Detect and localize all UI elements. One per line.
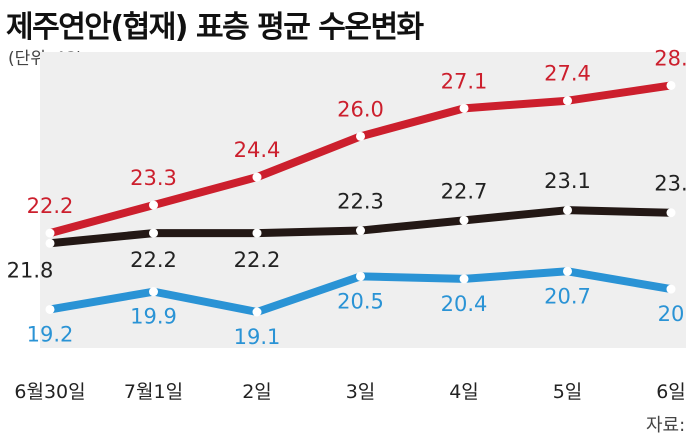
- data-label-blue: 20: [658, 302, 685, 326]
- data-label-red: 23.3: [130, 166, 177, 190]
- x-axis: 6월30일 7월1일 2일 3일 4일 5일 6일: [14, 381, 685, 403]
- x-tick-label: 4일: [449, 381, 479, 403]
- data-point-red: [45, 228, 55, 238]
- data-label-red: 27.1: [441, 69, 488, 93]
- data-label-red: 26.0: [337, 97, 384, 121]
- source-label: 자료:: [646, 415, 686, 436]
- data-point-red: [563, 96, 572, 106]
- data-labels: 22.2 23.3 24.4 26.0 27.1 27.4 28. 21.8 22.2 22.2 2…: [7, 46, 686, 349]
- data-point-blue: [149, 287, 158, 297]
- data-label-red: 24.4: [234, 138, 281, 162]
- data-point-black: [252, 228, 262, 238]
- data-point-blue: [666, 284, 676, 294]
- data-point-blue: [356, 271, 365, 281]
- data-label-black: 21.8: [7, 258, 54, 282]
- data-point-blue: [459, 274, 469, 284]
- data-label-black: 23.1: [544, 169, 591, 193]
- data-label-blue: 20.5: [337, 289, 384, 313]
- data-label-blue: 19.1: [234, 325, 281, 349]
- data-point-black: [459, 215, 469, 225]
- data-point-red: [666, 80, 676, 90]
- data-label-black: 22.7: [441, 179, 488, 203]
- x-tick-label: 5일: [553, 381, 583, 403]
- data-point-blue: [252, 307, 262, 317]
- data-label-black: 23.: [654, 172, 686, 196]
- data-label-black: 22.2: [130, 248, 177, 272]
- data-point-red: [459, 103, 469, 113]
- data-label-red: 28.: [654, 46, 686, 70]
- x-tick-label: 6일: [656, 381, 686, 403]
- chart-title: 제주연안(협재) 표층 평균 수온변화: [6, 10, 424, 45]
- x-tick-label: 2일: [242, 381, 272, 403]
- data-label-red: 27.4: [544, 62, 591, 86]
- data-label-blue: 20.7: [544, 284, 591, 308]
- data-point-red: [356, 131, 365, 141]
- data-point-black: [149, 228, 158, 238]
- data-point-black: [45, 238, 55, 248]
- data-label-red: 22.2: [27, 194, 74, 218]
- data-point-black: [666, 208, 676, 218]
- data-label-blue: 20.4: [441, 292, 488, 316]
- data-point-black: [563, 205, 572, 215]
- data-point-red: [252, 172, 262, 182]
- x-tick-label: 3일: [346, 381, 376, 403]
- data-label-blue: 19.2: [27, 322, 74, 346]
- data-point-blue: [563, 266, 572, 276]
- x-tick-label: 6월30일: [14, 381, 85, 403]
- data-label-blue: 19.9: [130, 305, 177, 329]
- data-label-black: 22.3: [337, 190, 384, 214]
- data-point-red: [149, 200, 158, 210]
- data-label-black: 22.2: [234, 248, 281, 272]
- x-tick-label: 7월1일: [124, 381, 183, 403]
- data-points: [45, 80, 676, 317]
- data-point-blue: [45, 304, 55, 314]
- data-point-black: [356, 226, 365, 236]
